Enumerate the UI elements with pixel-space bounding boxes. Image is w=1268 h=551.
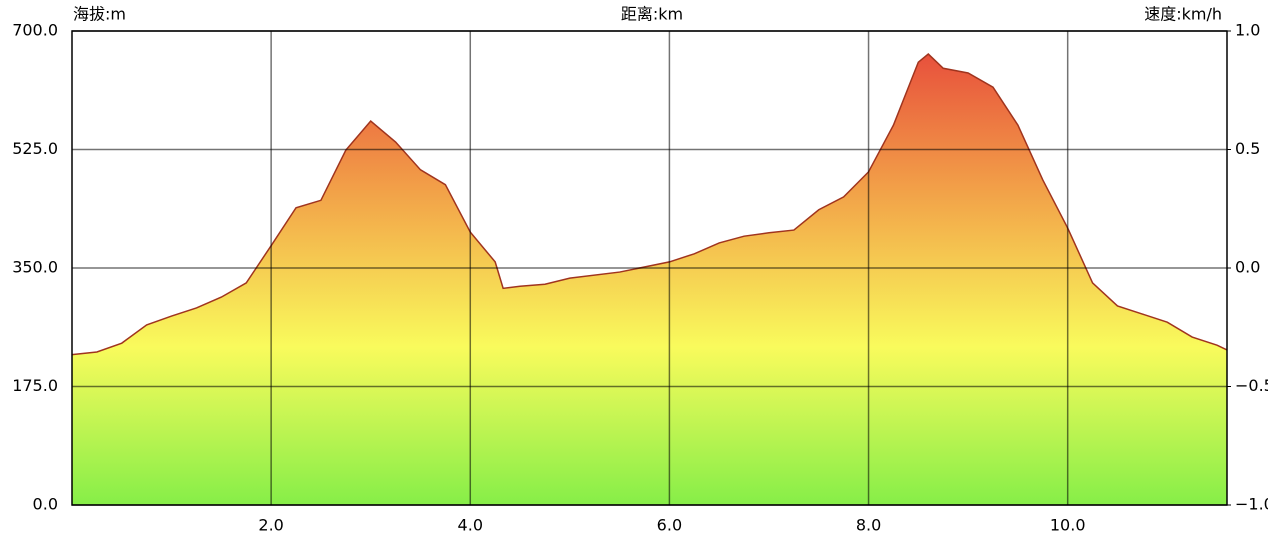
y2-axis-label: 速度:km/h	[1144, 5, 1222, 24]
x-axis-label: 距离:km	[621, 5, 683, 24]
y2-tick-label: 1.0	[1235, 21, 1260, 40]
y-tick-label: 525.0	[12, 139, 58, 158]
elevation-line	[71, 53, 1228, 356]
y-tick-label: 700.0	[12, 21, 58, 40]
y-tick-label: 350.0	[12, 258, 58, 277]
plot-frame	[71, 30, 1228, 506]
x-tick-label: 4.0	[458, 516, 483, 535]
y2-tick-label: 0.0	[1235, 258, 1260, 277]
y-tick-label: 0.0	[33, 495, 58, 514]
y2-tick-label: 0.5	[1235, 139, 1260, 158]
x-tick-label: 8.0	[856, 516, 881, 535]
y2-tick-label: −1.0	[1235, 495, 1268, 514]
x-tick-label: 6.0	[657, 516, 682, 535]
y-axis-label: 海拔:m	[73, 5, 126, 24]
y-tick-label: 175.0	[12, 376, 58, 395]
area-fill	[72, 54, 1227, 505]
x-tick-label: 2.0	[258, 516, 283, 535]
x-tick-label: 10.0	[1050, 516, 1086, 535]
y2-tick-label: −0.5	[1235, 376, 1268, 395]
